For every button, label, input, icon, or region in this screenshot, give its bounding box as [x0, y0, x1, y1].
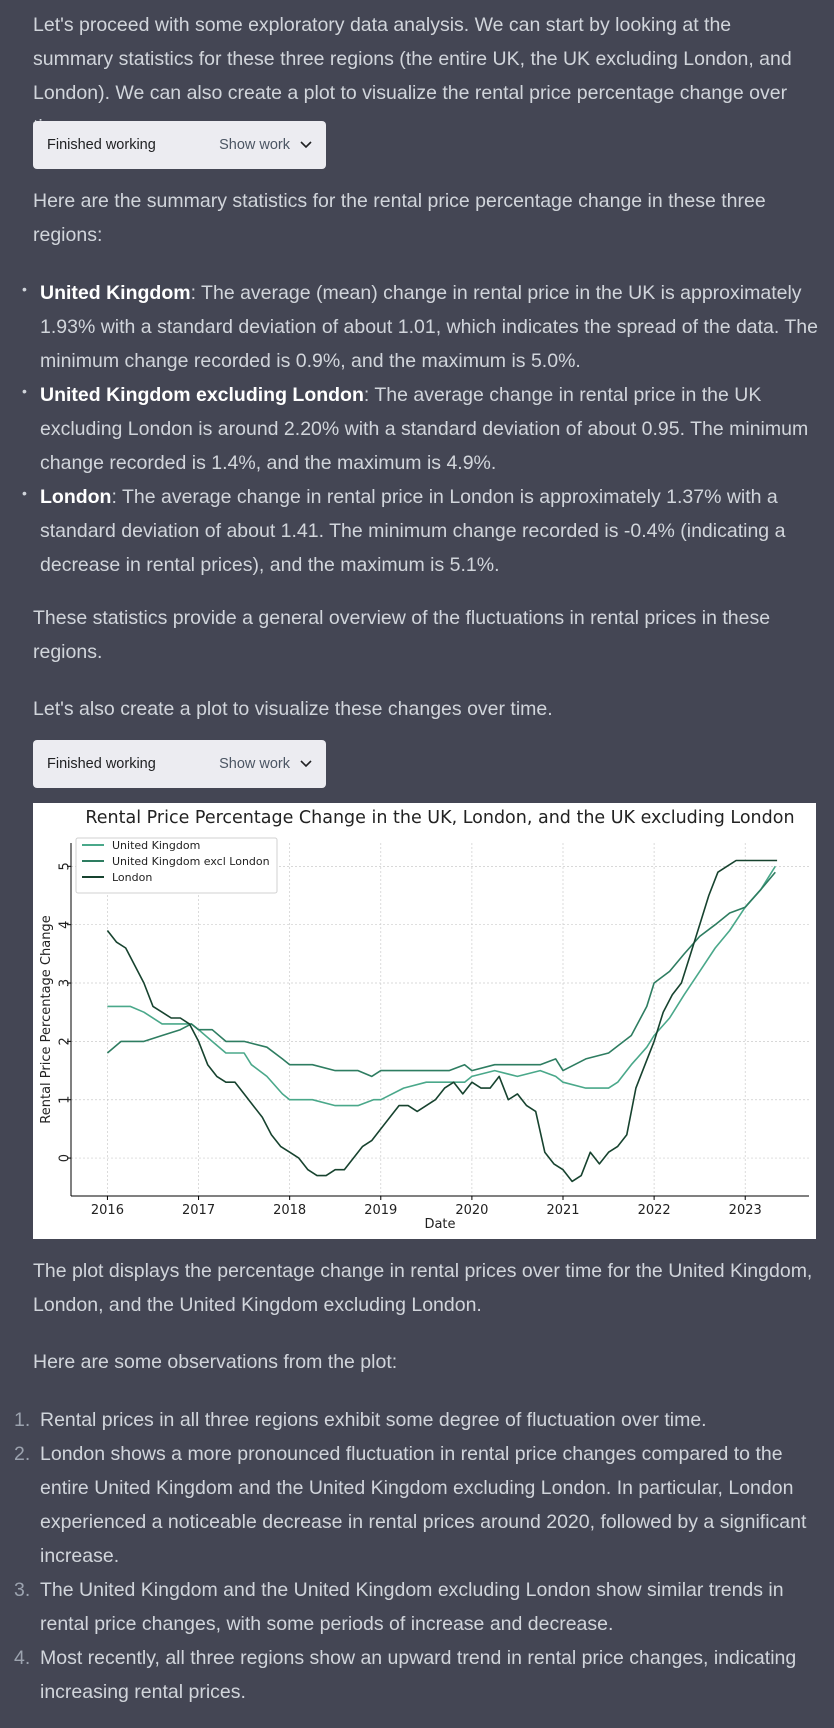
x-tick-label: 2021 — [546, 1203, 579, 1218]
work-status: Finished working — [47, 137, 156, 153]
x-tick-label: 2019 — [364, 1203, 397, 1218]
list-item: 1. Rental prices in all three regions exh… — [0, 1403, 834, 1437]
summary-intro: Here are the summary statistics for the … — [33, 190, 766, 246]
observation-text: London shows a more pronounced fluctuati… — [40, 1443, 807, 1567]
bullet-text: : The average change in rental price in … — [40, 384, 809, 474]
bullet-heading: London — [40, 486, 112, 508]
y-tick-label: 0 — [58, 1154, 73, 1162]
show-work-label: Show work — [219, 137, 290, 153]
show-work-button[interactable]: Show work — [219, 137, 312, 153]
legend-label: United Kingdom excl London — [112, 855, 270, 868]
legend-box — [75, 837, 278, 894]
x-tick-label: 2020 — [455, 1203, 488, 1218]
chevron-down-icon — [300, 760, 312, 768]
summary-list: United Kingdom: The average (mean) chang… — [0, 272, 834, 582]
list-number: 4. — [14, 1647, 31, 1669]
observation-text: Rental prices in all three regions exhib… — [40, 1409, 707, 1431]
stats-note: These statistics provide a general overv… — [33, 607, 771, 663]
work-status: Finished working — [47, 756, 156, 772]
x-tick-label: 2018 — [273, 1203, 306, 1218]
plot-description: The plot displays the percentage change … — [33, 1260, 813, 1316]
x-tick-label: 2016 — [91, 1203, 124, 1218]
y-tick-label: 3 — [58, 979, 73, 987]
list-item: United Kingdom: The average (mean) chang… — [0, 272, 834, 378]
show-work-label: Show work — [219, 756, 290, 772]
bullet-heading: United Kingdom excluding London — [40, 384, 364, 406]
observation-text: Most recently, all three regions show an… — [40, 1647, 797, 1703]
x-tick-label: 2023 — [729, 1203, 762, 1218]
chevron-down-icon — [300, 141, 312, 149]
list-number: 3. — [14, 1579, 31, 1601]
x-tick-label: 2017 — [182, 1203, 215, 1218]
y-axis-label: Rental Price Percentage Change — [39, 915, 54, 1123]
chart-title: Rental Price Percentage Change in the UK… — [85, 808, 794, 828]
bullet-text: : The average (mean) change in rental pr… — [40, 282, 818, 372]
legend-label: United Kingdom — [112, 839, 200, 852]
series-line — [106, 871, 776, 1078]
list-item: 4. Most recently, all three regions show … — [0, 1641, 834, 1709]
legend-label: London — [112, 871, 152, 884]
observation-text: The United Kingdom and the United Kingdo… — [40, 1579, 784, 1635]
series-line — [107, 865, 776, 1107]
list-number: 1. — [14, 1409, 31, 1431]
line-chart: 2016 2017 2018 2019 2020 2021 2022 2023 0 1 2 3 4 5 Re… — [39, 808, 809, 1232]
bullet-text: : The average change in rental price in … — [40, 486, 786, 576]
y-tick-label: 2 — [58, 1037, 73, 1045]
work-panel: Finished working Show work — [33, 740, 326, 788]
y-tick-label: 4 — [58, 921, 73, 929]
list-item: 3. The United Kingdom and the United King… — [0, 1573, 834, 1641]
list-item: 2. London shows a more pronounced fluctua… — [0, 1437, 834, 1573]
show-work-button[interactable]: Show work — [219, 756, 312, 772]
work-panel: Finished working Show work — [33, 121, 326, 169]
y-tick-label: 1 — [58, 1096, 73, 1104]
x-axis-label: Date — [424, 1217, 455, 1232]
list-item: United Kingdom excluding London: The ave… — [0, 374, 834, 480]
series-line — [106, 859, 778, 1183]
observations-list: 1. Rental prices in all three regions exh… — [0, 1403, 834, 1709]
x-tick-label: 2022 — [638, 1203, 671, 1218]
bullet-heading: United Kingdom — [40, 282, 191, 304]
observations-intro: Here are some observations from the plot… — [33, 1351, 398, 1373]
list-number: 2. — [14, 1443, 31, 1465]
chart-container: 2016 2017 2018 2019 2020 2021 2022 2023 0 1 2 3 4 5 Re… — [33, 803, 816, 1239]
y-tick-label: 5 — [58, 862, 73, 870]
plot-intro: Let's also create a plot to visualize th… — [33, 698, 553, 720]
list-item: London: The average change in rental pri… — [0, 476, 834, 582]
